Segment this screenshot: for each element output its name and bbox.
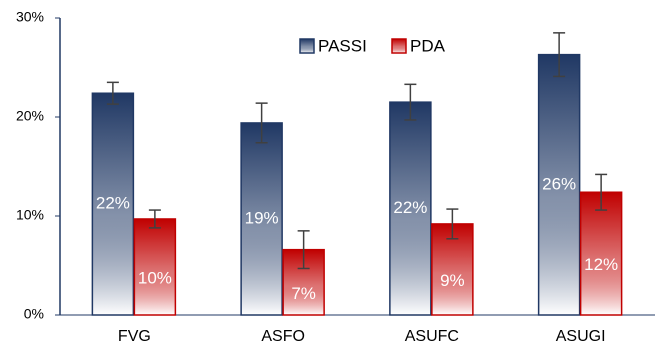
y-tick-label: 30% [16,9,44,25]
x-tick-label: ASFO [261,328,305,345]
x-tick-label: ASUFC [405,328,459,345]
bar [91,92,135,316]
y-tick-label: 20% [16,108,44,124]
value-label: 19% [245,208,279,227]
error-bar [446,208,459,240]
value-label: 22% [96,194,130,213]
value-label: 9% [440,271,465,290]
value-label: 10% [138,268,172,287]
y-tick-label: 10% [16,207,44,223]
bar [579,191,623,316]
error-bar [553,32,566,78]
value-label: 26% [542,174,576,193]
error-bar [595,173,608,211]
legend-label: PASSI [318,36,367,55]
x-tick-label: ASUGI [556,328,606,345]
legend-swatch [299,38,315,54]
value-label: 22% [393,198,427,217]
value-label: 7% [291,284,316,303]
error-bar [297,230,310,270]
bar [389,101,432,316]
error-bar [148,209,161,229]
x-tick-label: FVG [118,328,151,345]
value-label: 12% [584,255,618,274]
error-bar [255,102,268,144]
bar [133,218,177,316]
legend-swatch [391,38,407,54]
legend-label: PDA [410,36,446,55]
y-tick-label: 0% [24,306,44,322]
error-bar [404,83,417,121]
error-bar [106,81,119,105]
